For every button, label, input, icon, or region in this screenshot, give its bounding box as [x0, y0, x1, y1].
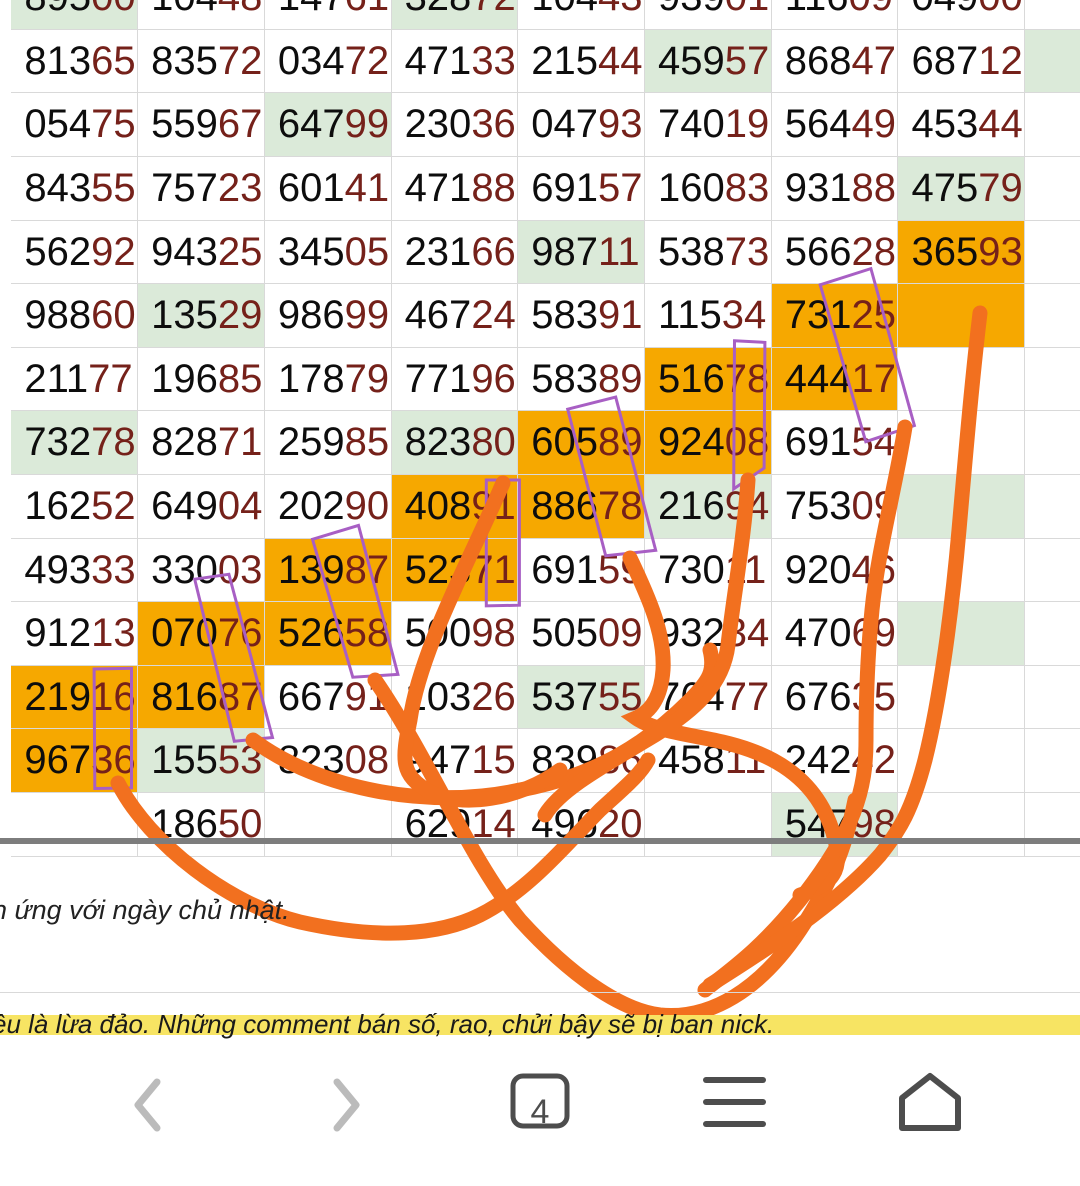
- svg-text:4: 4: [531, 1093, 550, 1131]
